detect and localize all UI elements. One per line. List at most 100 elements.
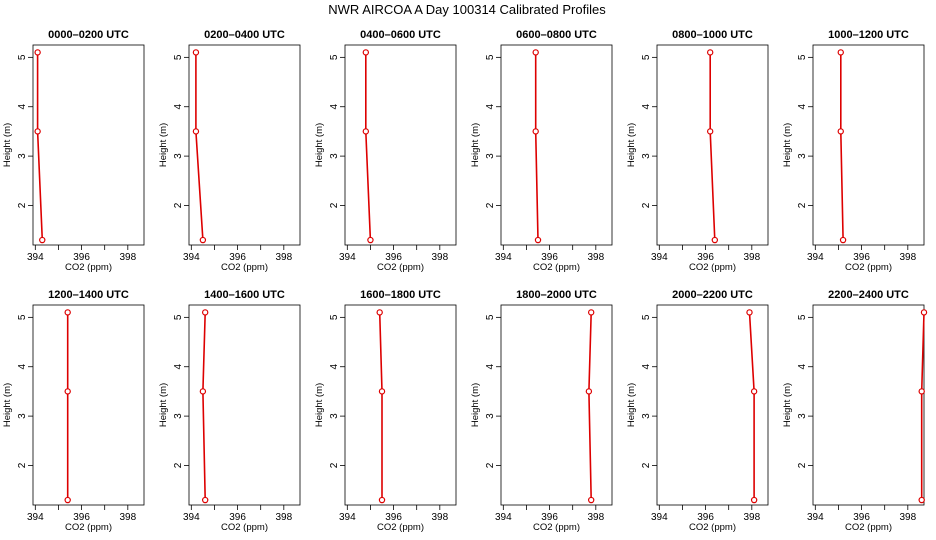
- panels-group: 0000–0200 UTC 394 396 398 2 3 4 5 CO2 (ppm) Heigh…: [2, 29, 928, 533]
- x-tick-label: 396: [541, 512, 558, 523]
- profile-line: [748, 312, 755, 501]
- data-point: [34, 49, 41, 56]
- y-tick-label: 3: [173, 413, 184, 419]
- data-point: [376, 309, 383, 316]
- x-tick-label: 396: [73, 512, 90, 523]
- data-point: [587, 309, 595, 316]
- profile-line: [202, 312, 206, 501]
- x-tick-label: 396: [697, 252, 714, 263]
- x-axis-label: CO2 (ppm): [533, 522, 580, 533]
- profile-line: [839, 52, 844, 241]
- profile-line: [534, 52, 539, 241]
- x-tick-label: 396: [541, 252, 558, 263]
- x-tick-label: 394: [27, 252, 44, 263]
- y-tick-label: 3: [485, 413, 496, 419]
- y-tick-label: 2: [485, 462, 496, 468]
- y-tick-label: 5: [17, 314, 28, 320]
- plot-frame: [812, 44, 925, 246]
- plot-frame: [344, 304, 457, 506]
- data-point: [378, 388, 386, 395]
- x-tick-label: 394: [807, 512, 824, 523]
- y-tick-label: 2: [641, 202, 652, 208]
- x-tick-label: 398: [587, 512, 604, 523]
- x-tick-label: 394: [651, 512, 668, 523]
- y-axis-label: Height (m): [626, 383, 637, 427]
- data-point: [201, 309, 209, 316]
- profile-line: [588, 312, 592, 501]
- panel-title: 1600–1800 UTC: [360, 289, 441, 301]
- y-axis-label: Height (m): [626, 123, 637, 167]
- data-point: [837, 128, 844, 135]
- y-tick-label: 3: [173, 153, 184, 159]
- data-point: [378, 496, 386, 504]
- panel-12: 2200–2400 UTC 394 396 398 2 3 4 5 CO2 (ppm) Heigh…: [782, 289, 928, 533]
- data-point: [362, 128, 370, 135]
- y-tick-label: 5: [173, 54, 184, 60]
- data-point: [199, 236, 207, 244]
- data-point: [192, 128, 200, 135]
- data-point: [34, 128, 41, 135]
- data-point: [201, 496, 209, 504]
- y-tick-label: 3: [485, 153, 496, 159]
- x-axis-label: CO2 (ppm): [845, 262, 892, 273]
- y-tick-label: 3: [797, 153, 808, 159]
- x-tick-label: 394: [183, 512, 200, 523]
- y-tick-label: 4: [173, 364, 184, 370]
- y-tick-label: 4: [797, 104, 808, 110]
- y-axis-label: Height (m): [158, 123, 169, 167]
- plot-frame: [656, 44, 769, 246]
- data-point: [367, 236, 374, 244]
- data-point: [920, 309, 928, 316]
- x-tick-label: 394: [651, 252, 668, 263]
- y-tick-label: 3: [17, 413, 28, 419]
- y-tick-label: 5: [329, 54, 340, 60]
- y-axis-label: Height (m): [158, 383, 169, 427]
- y-tick-label: 2: [173, 462, 184, 468]
- x-tick-label: 398: [743, 252, 760, 263]
- y-tick-label: 4: [797, 364, 808, 370]
- panel-title: 0800–1000 UTC: [672, 29, 753, 41]
- panel-title: 1400–1600 UTC: [204, 289, 285, 301]
- y-tick-label: 5: [173, 314, 184, 320]
- y-tick-label: 2: [17, 202, 28, 208]
- x-axis-label: CO2 (ppm): [65, 522, 112, 533]
- x-axis-label: CO2 (ppm): [689, 522, 736, 533]
- plot-frame: [32, 44, 145, 246]
- plot-frame: [500, 304, 613, 506]
- y-tick-label: 4: [17, 364, 28, 370]
- panel-3: 0400–0600 UTC 394 396 398 2 3 4 5 CO2 (ppm) Heigh…: [314, 29, 457, 273]
- y-axis-label: Height (m): [2, 383, 13, 427]
- panel-title: 1800–2000 UTC: [516, 289, 597, 301]
- x-tick-label: 398: [119, 252, 136, 263]
- x-axis-label: CO2 (ppm): [533, 262, 580, 273]
- x-tick-label: 396: [229, 512, 246, 523]
- y-tick-label: 4: [329, 364, 340, 370]
- y-tick-label: 4: [173, 104, 184, 110]
- data-point: [587, 496, 595, 504]
- y-tick-label: 2: [797, 462, 808, 468]
- data-point: [706, 49, 714, 56]
- x-tick-label: 398: [431, 252, 448, 263]
- data-point: [39, 236, 46, 244]
- x-tick-label: 396: [853, 252, 870, 263]
- data-point: [918, 388, 925, 395]
- x-tick-label: 394: [495, 252, 512, 263]
- data-point: [532, 128, 539, 135]
- data-point: [532, 49, 539, 56]
- panel-4: 0600–0800 UTC 394 396 398 2 3 4 5 CO2 (ppm) Heigh…: [470, 29, 613, 273]
- x-tick-label: 398: [587, 252, 604, 263]
- y-tick-label: 5: [485, 314, 496, 320]
- x-axis-label: CO2 (ppm): [221, 522, 268, 533]
- panel-title: 1200–1400 UTC: [48, 289, 129, 301]
- data-point: [746, 309, 753, 316]
- y-tick-label: 2: [797, 202, 808, 208]
- panel-1: 0000–0200 UTC 394 396 398 2 3 4 5 CO2 (ppm) Heigh…: [2, 29, 145, 273]
- profile-line: [709, 52, 716, 241]
- x-axis-label: CO2 (ppm): [377, 262, 424, 273]
- x-tick-label: 398: [899, 512, 916, 523]
- y-tick-label: 4: [641, 104, 652, 110]
- x-tick-label: 396: [229, 252, 246, 263]
- y-tick-label: 2: [485, 202, 496, 208]
- y-tick-label: 4: [485, 364, 496, 370]
